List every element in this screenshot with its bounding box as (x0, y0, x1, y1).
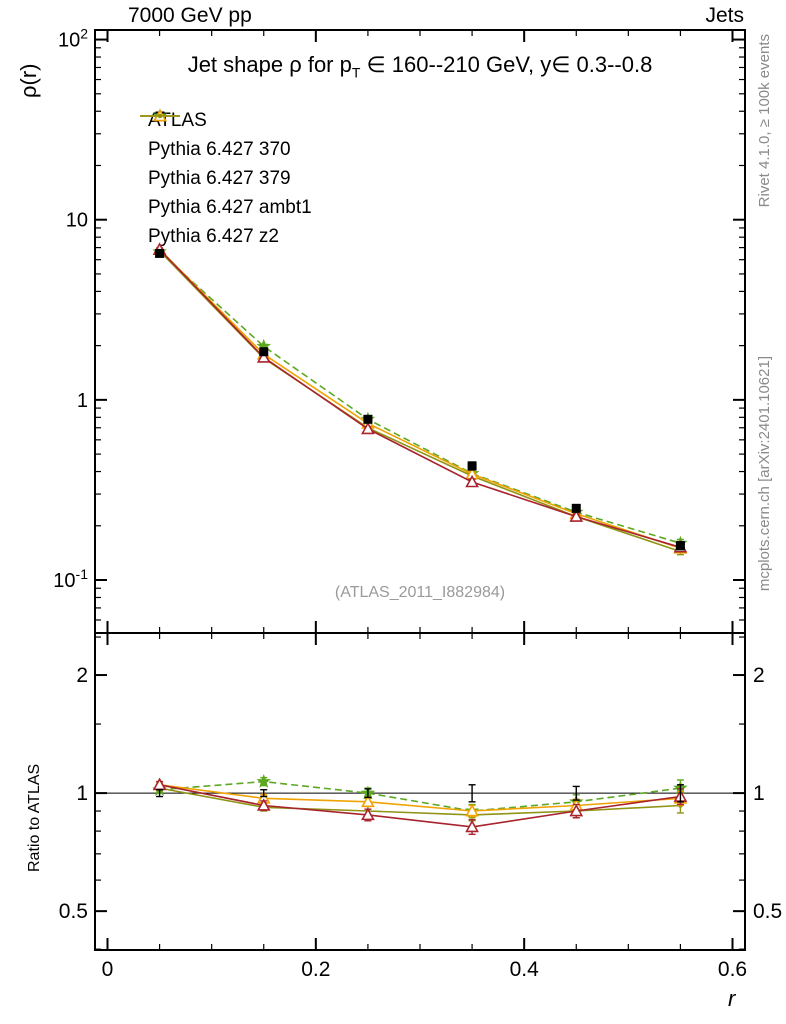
svg-text:10: 10 (66, 210, 88, 232)
legend-item: Pythia 6.427 370 (138, 108, 312, 164)
y-axis-label-top: ρ(r) (16, 63, 41, 99)
legend: ATLAS Pythia 6.427 370 Pythia 6.427 379 Pyt… (138, 106, 312, 251)
y-axis-label-ratio: Ratio to ATLAS (26, 763, 43, 872)
legend-item: Pythia 6.427 z2 (138, 113, 312, 251)
analysis-header: Jets (705, 4, 744, 27)
legend-label: Pythia 6.427 370 (148, 138, 291, 160)
svg-text:1: 1 (76, 782, 88, 805)
svg-text:10-1: 10-1 (53, 566, 88, 592)
mcplots-citation-note: mcplots.cern.ch [arXiv:2401.10621] (756, 356, 773, 592)
svg-text:0.5: 0.5 (59, 900, 88, 923)
svg-text:0.4: 0.4 (510, 958, 540, 981)
svg-text:2: 2 (753, 664, 765, 687)
rivet-version-note: Rivet 4.1.0, ≥ 100k events (756, 34, 773, 208)
svg-text:1: 1 (77, 390, 88, 412)
svg-text:0.2: 0.2 (301, 958, 330, 981)
svg-text:0.6: 0.6 (718, 958, 747, 981)
legend-item: Pythia 6.427 ambt1 (138, 108, 312, 222)
plot-title: Jet shape ρ for pT ∈ 160--210 GeV, y∈ 0.… (187, 52, 653, 81)
legend-label: Pythia 6.427 379 (148, 167, 291, 189)
svg-text:2: 2 (76, 664, 88, 687)
legend-label: Pythia 6.427 z2 (148, 225, 279, 247)
legend-marker-dot (140, 113, 180, 119)
legend-item: Pythia 6.427 379 (138, 108, 312, 193)
beam-header: 7000 GeV pp (128, 4, 252, 27)
svg-text:1: 1 (753, 782, 765, 805)
analysis-id-watermark: (ATLAS_2011_I882984) (334, 584, 506, 601)
svg-text:0: 0 (102, 958, 114, 981)
x-axis-label: r (728, 986, 736, 1011)
svg-text:0.5: 0.5 (753, 900, 782, 923)
legend-label: Pythia 6.427 ambt1 (148, 196, 312, 218)
svg-text:102: 102 (58, 26, 88, 52)
